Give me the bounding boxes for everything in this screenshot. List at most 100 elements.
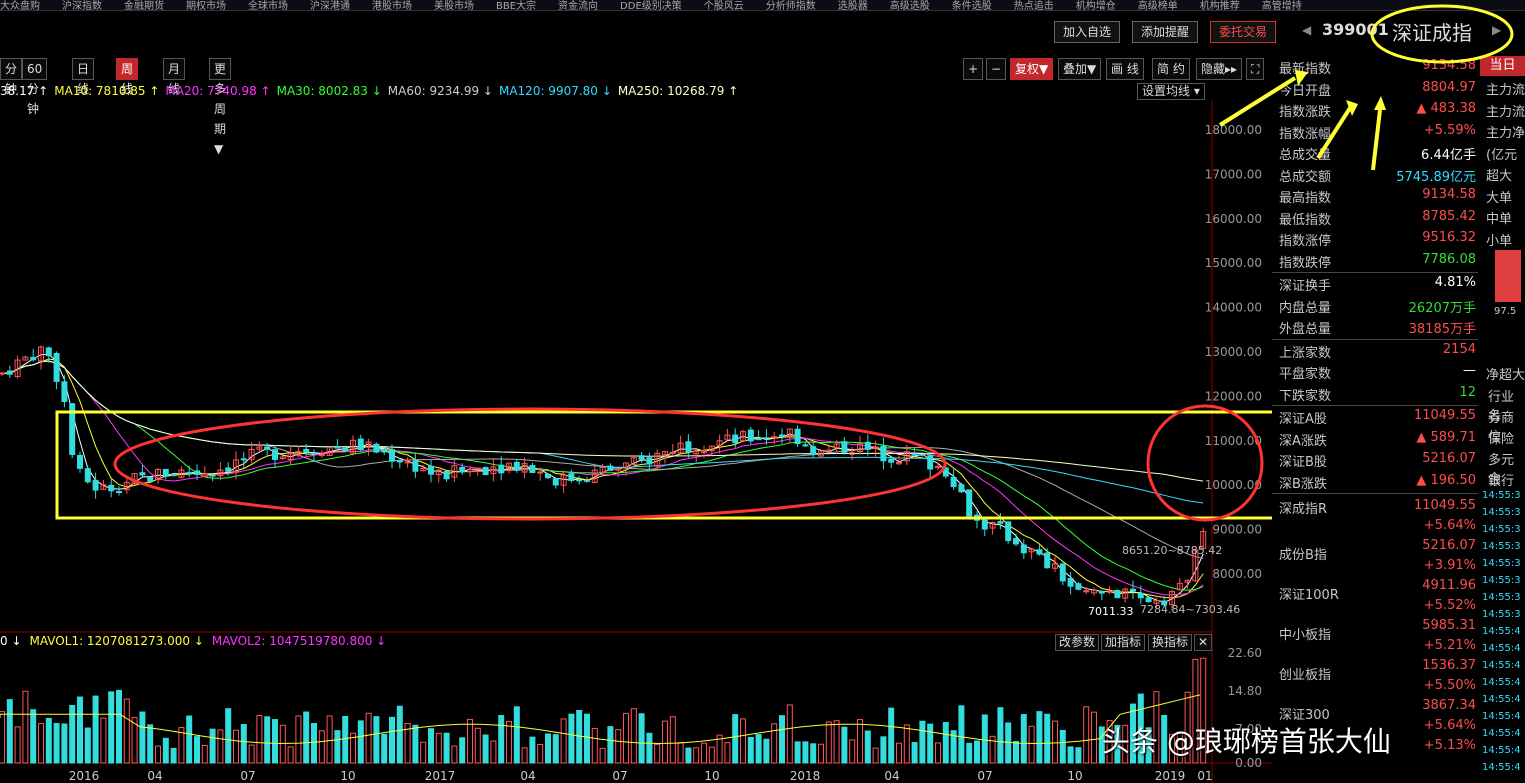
price-axis-label: 11000.00: [1205, 434, 1262, 448]
top-menu-item[interactable]: 期权市场: [186, 1, 226, 11]
top-menu-item[interactable]: 机构增仓: [1075, 1, 1116, 11]
volume-tool-button[interactable]: 改参数: [1055, 634, 1100, 651]
time-axis-label: 2017: [425, 769, 456, 783]
related-index-row[interactable]: 深证300 3867.34 +5.64%: [1272, 696, 1476, 736]
tick-time: 14:55:3: [1482, 592, 1521, 603]
set-ma-button[interactable]: 设置均线 ▾: [1137, 83, 1205, 100]
candle-body: [311, 452, 317, 455]
candle-body: [233, 459, 239, 473]
trade-button[interactable]: 委托交易: [1210, 21, 1277, 43]
today-tab[interactable]: 当日: [1480, 56, 1525, 76]
volume-bar: [474, 727, 481, 764]
candle-body: [256, 446, 263, 450]
top-menu-item[interactable]: 沪深港通: [310, 1, 350, 11]
top-menu-item[interactable]: 个股风云: [703, 1, 744, 11]
top-menu-item[interactable]: 美股市场: [434, 1, 474, 11]
top-menu-item[interactable]: DDE级别决策: [620, 1, 682, 11]
candle-body: [716, 440, 723, 446]
period-tab[interactable]: 月 线: [163, 58, 186, 96]
candle-body: [506, 462, 512, 472]
volume-bar: [108, 691, 115, 764]
candle-body: [61, 381, 68, 402]
volume-bar: [287, 746, 294, 764]
period-tab[interactable]: 分钟: [0, 58, 23, 96]
industry-label[interactable]: 银行: [1488, 474, 1515, 489]
related-index-row[interactable]: 深成指R 11049.55 +5.64%: [1272, 496, 1476, 536]
volume-bar: [404, 723, 411, 764]
candle-body: [942, 467, 949, 477]
volume-tool-button[interactable]: 加指标: [1101, 634, 1146, 651]
time-axis-label: 01: [1197, 769, 1212, 783]
kline-chart[interactable]: 18000.00 17000.00 16000.00 15000.00 14000.00…: [0, 100, 1272, 783]
top-menu-item[interactable]: 港股市场: [372, 1, 412, 11]
industry-label[interactable]: 行业名: [1488, 390, 1515, 424]
top-menu-item[interactable]: 高管增持: [1261, 1, 1302, 11]
top-menu-item[interactable]: 机构推荐: [1199, 1, 1240, 11]
candle-body: [529, 465, 536, 473]
top-menu-item[interactable]: 热点追击: [1013, 1, 1054, 11]
low-annotation: 7011.33: [1088, 605, 1134, 618]
volume-bar: [0, 711, 5, 764]
top-menu-item[interactable]: 全球市场: [248, 1, 288, 11]
related-index-row[interactable]: 成份B指 5216.07 +3.91%: [1272, 536, 1476, 576]
top-menu-item[interactable]: 大众盘购: [0, 1, 40, 11]
divider: [1272, 493, 1478, 494]
candle-body: [1067, 578, 1074, 587]
quote-label: 平盘家数: [1279, 367, 1332, 382]
period-tab[interactable]: 日 线: [72, 58, 95, 96]
price-axis-label: 18000.00: [1205, 123, 1262, 137]
volume-ma-line: [0, 694, 1201, 745]
related-index-row[interactable]: +5.13%: [1272, 736, 1476, 776]
toolbar-button[interactable]: +: [963, 58, 984, 80]
toolbar-button[interactable]: 简 约: [1152, 58, 1190, 80]
toolbar-button[interactable]: −: [986, 58, 1007, 80]
industry-label[interactable]: 券商信: [1488, 411, 1515, 445]
candle-body: [560, 474, 567, 486]
quote-label: 指数涨停: [1279, 234, 1332, 249]
top-menu-item[interactable]: 分析师指数: [765, 1, 816, 11]
top-menu-item[interactable]: 选股器: [837, 1, 868, 11]
quote-value: 12: [1459, 384, 1476, 400]
related-index-row[interactable]: 中小板指 5985.31 +5.21%: [1272, 616, 1476, 656]
top-menu-item[interactable]: BBE大宗: [496, 1, 537, 11]
top-menu-item[interactable]: 资金流向: [558, 1, 599, 11]
toolbar-button[interactable]: 画 线: [1106, 58, 1144, 80]
top-menu-item[interactable]: 条件选股: [951, 1, 992, 11]
period-tab[interactable]: 周 线: [116, 58, 139, 96]
top-menu-item[interactable]: 沪深指数: [62, 1, 102, 11]
add-watchlist-button[interactable]: 加入自选: [1054, 21, 1121, 43]
volume-bar: [545, 733, 551, 764]
top-menu-item[interactable]: 高级选股: [889, 1, 930, 11]
toolbar-button[interactable]: 隐藏▸▸: [1196, 58, 1243, 80]
candle-body: [1091, 589, 1097, 594]
period-tab[interactable]: 60分钟: [22, 58, 48, 116]
toolbar-button[interactable]: ⛶: [1246, 58, 1265, 80]
candle-body: [591, 469, 598, 483]
volume-tool-button[interactable]: 换指标: [1148, 634, 1193, 651]
toolbar-button[interactable]: 叠加▼: [1058, 58, 1102, 80]
period-tab[interactable]: 更多周期▼: [209, 58, 232, 156]
next-arrow-icon[interactable]: ▶: [1492, 23, 1502, 37]
volume-bar: [1091, 711, 1097, 764]
candle-body: [1005, 521, 1012, 542]
top-menu-item[interactable]: 高级榜单: [1137, 1, 1178, 11]
volume-bar: [240, 724, 247, 764]
related-index-row[interactable]: 深证100R 4911.96 +5.52%: [1272, 576, 1476, 616]
industry-label[interactable]: 多元金: [1488, 453, 1515, 487]
top-menu-item[interactable]: 金融期货: [124, 1, 164, 11]
volume-bar: [927, 723, 934, 764]
toolbar-button[interactable]: 复权▼: [1010, 58, 1054, 80]
fund-flow-label: 主力流: [1486, 83, 1525, 98]
candle-body: [295, 451, 302, 456]
volume-bar: [467, 718, 473, 764]
quote-value: 26207万手: [1408, 300, 1476, 316]
related-index-row[interactable]: 创业板指 1536.37 +5.50%: [1272, 656, 1476, 696]
industry-label[interactable]: 保险: [1488, 432, 1515, 447]
volume-bar: [849, 739, 856, 764]
quote-row: 最新指数 9134.58: [1272, 56, 1476, 77]
candle-body: [1059, 563, 1066, 582]
volume-tool-button[interactable]: ✕: [1194, 634, 1213, 651]
candle-body: [155, 468, 161, 481]
prev-arrow-icon[interactable]: ◀: [1302, 23, 1312, 37]
add-alert-button[interactable]: 添加提醒: [1132, 21, 1199, 43]
